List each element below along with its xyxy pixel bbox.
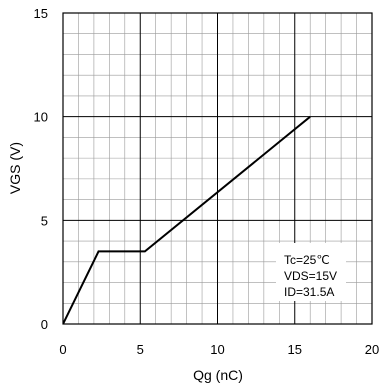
y-axis-label: VGS (V) xyxy=(7,142,23,194)
series-layer xyxy=(63,115,311,324)
series-line xyxy=(63,115,311,324)
x-tick-labels: 0 5 10 15 20 xyxy=(59,342,379,357)
y-tick-label: 0 xyxy=(41,317,48,332)
x-tick-label: 20 xyxy=(365,342,379,357)
y-tick-label: 10 xyxy=(34,110,48,125)
y-tick-labels: 0 5 10 15 xyxy=(34,6,48,332)
plot-area-border xyxy=(62,12,373,325)
annotation-vds: VDS=15V xyxy=(284,269,337,283)
annotation-box: Tc=25℃ VDS=15V ID=31.5A xyxy=(276,243,346,301)
y-tick-label: 15 xyxy=(34,6,48,21)
x-tick-label: 5 xyxy=(137,342,144,357)
annotation-id: ID=31.5A xyxy=(284,285,334,299)
x-axis-label: Qg (nC) xyxy=(193,367,243,383)
y-tick-label: 5 xyxy=(41,213,48,228)
x-tick-label: 15 xyxy=(288,342,302,357)
x-tick-label: 0 xyxy=(59,342,66,357)
x-tick-label: 10 xyxy=(210,342,224,357)
annotation-temperature: Tc=25℃ xyxy=(284,253,330,267)
